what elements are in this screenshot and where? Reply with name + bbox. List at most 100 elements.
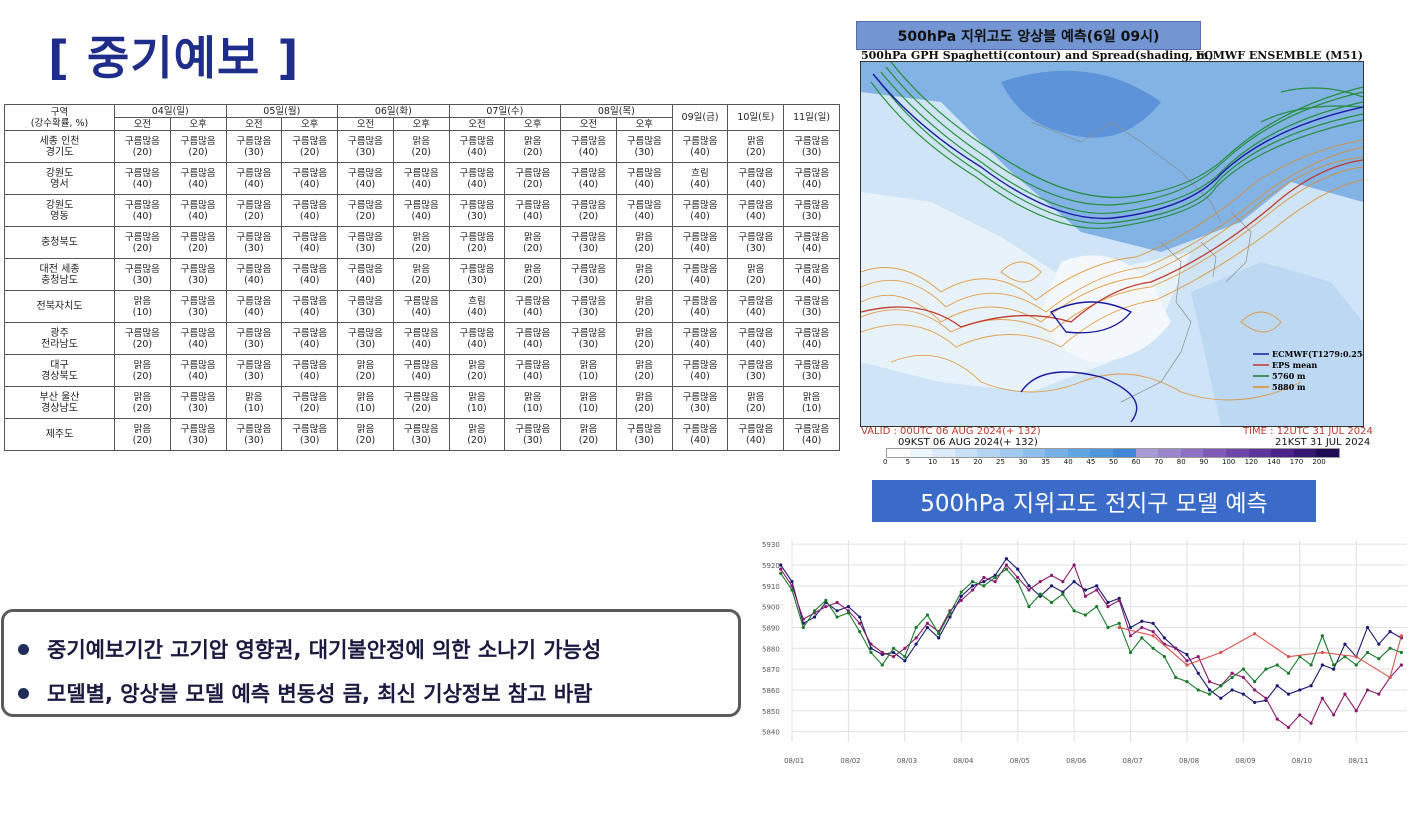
forecast-cell: 구름많음 (30) (392, 418, 450, 451)
series-line (780, 557, 1402, 704)
precip-probability: (30) (355, 146, 376, 158)
precip-probability: (30) (801, 210, 822, 222)
weather-condition: 맑음 (579, 423, 598, 435)
weather-condition: 맑음 (579, 359, 598, 371)
weather-condition: 구름많음 (794, 167, 830, 179)
data-point (779, 563, 783, 567)
map-legend: ECMWF(T1279:0.25d) EPS mean 5760 m 5880 … (1253, 349, 1363, 392)
precip-probability: (40) (690, 242, 710, 254)
precip-probability: (30) (634, 434, 655, 446)
precip-probability: (30) (299, 434, 320, 446)
colorbar-tick-label: 90 (1199, 458, 1209, 466)
forecast-cell: 구름많음 (30) (448, 194, 506, 227)
region-name-line: 전라남도 (41, 338, 78, 350)
colorbar-swatch (1248, 449, 1272, 457)
map-init-time: TIME : 12UTC 31 JUL 2024 (1243, 426, 1373, 437)
precip-probability: (30) (188, 306, 208, 318)
data-point (914, 636, 918, 640)
data-point (1365, 650, 1370, 655)
note-text: 중기예보기간 고기압 영향권, 대기불안정에 의한 소나기 가능성 (47, 638, 602, 662)
forecast-cell: 구름많음 (40) (281, 290, 339, 323)
data-point (937, 632, 941, 636)
data-point (1354, 655, 1358, 659)
forecast-cell: 구름많음 (40) (783, 226, 840, 259)
precip-probability: (20) (634, 306, 655, 318)
weather-condition: 맑음 (356, 359, 375, 371)
weather-condition: 맑음 (356, 391, 375, 403)
y-tick-label: 5860 (762, 687, 780, 695)
weather-condition: 구름많음 (292, 263, 328, 275)
forecast-row: 전북자치도 맑음 (10) 구름많음 (30) 구름많음 (40) 구름많음 (40) 구름많음(… (4, 290, 840, 323)
y-tick-label: 5870 (762, 666, 780, 674)
weather-condition: 구름많음 (292, 327, 328, 339)
forecast-cell: 맑음 (20) (727, 386, 785, 419)
data-point (1388, 675, 1392, 680)
forecast-cell: 흐림 (40) (448, 290, 506, 323)
colorbar-tick-label: 30 (1018, 458, 1028, 466)
colorbar-swatch (1022, 449, 1046, 457)
weather-condition: 구름많음 (515, 423, 551, 435)
data-point (1320, 634, 1324, 638)
data-point (1038, 592, 1042, 596)
precip-probability: (20) (634, 338, 655, 350)
weather-condition: 구름많음 (626, 423, 662, 435)
corner-line1: 구역 (50, 106, 69, 118)
am-header: 오전 (225, 117, 283, 131)
precip-probability: (40) (746, 178, 766, 190)
day-header: 07일(수) (448, 104, 562, 118)
weather-condition: 맑음 (747, 135, 765, 147)
data-point (1196, 655, 1200, 659)
y-tick-label: 5890 (762, 624, 780, 632)
forecast-row: 충청북도 구름많음 (20) 구름많음 (20) 구름많음 (30) 구름많음 (40) 구름많음… (4, 226, 840, 259)
forecast-row: 세종 인천 경기도 구름많음 (20) 구름많음 (20) 구름많음 (30) 구름많음 (20)… (4, 130, 840, 163)
precip-probability: (40) (411, 210, 431, 222)
forecast-cell: 구름많음 (40) (615, 194, 673, 227)
region-name-line: 강원도 (45, 199, 74, 211)
forecast-cell: 맑음 (20) (504, 130, 562, 163)
colorbar-tick-label: 45 (1086, 458, 1096, 466)
data-point (858, 630, 862, 634)
forecast-cell: 맑음 (20) (448, 418, 506, 451)
data-point (1365, 688, 1370, 692)
forecast-cell: 맑음 (10) (783, 386, 840, 419)
chart-header: 500hPa 지위고도 전지구 모델 예측 (872, 480, 1316, 522)
data-point (914, 625, 918, 630)
precip-probability: (20) (188, 242, 208, 254)
forecast-cell: 구름많음 (20) (560, 194, 617, 227)
forecast-cell: 맑음 (20) (560, 418, 617, 451)
forecast-cell: 맑음 (20) (392, 258, 450, 291)
x-tick-label: 08/02 (840, 757, 860, 765)
precip-probability: (40) (299, 274, 320, 286)
weather-condition: 구름많음 (571, 167, 606, 179)
data-point (1196, 671, 1200, 675)
data-point (1061, 592, 1065, 596)
data-point (948, 615, 952, 619)
data-point (1219, 696, 1223, 700)
weather-condition: 구름많음 (180, 423, 216, 435)
weather-condition: 맑음 (356, 423, 375, 435)
data-point (1095, 588, 1099, 592)
data-point (779, 571, 783, 575)
weather-condition: 맑음 (635, 391, 654, 403)
precip-probability: (20) (634, 370, 655, 382)
legend-label: 5760 m (1272, 371, 1306, 381)
weather-condition: 구름많음 (571, 199, 606, 211)
data-point (982, 580, 986, 584)
precip-probability: (30) (690, 402, 710, 414)
data-point (1106, 625, 1110, 630)
y-tick-label: 5850 (762, 708, 780, 716)
weather-condition: 구름많음 (515, 359, 551, 371)
forecast-cell: 구름많음 (30) (783, 290, 840, 323)
data-point (959, 598, 963, 602)
forecast-cell: 맑음 (10) (448, 386, 506, 419)
weather-condition: 구름많음 (738, 423, 774, 435)
weather-condition: 구름많음 (347, 167, 383, 179)
precip-probability: (40) (188, 210, 208, 222)
weather-condition: 구름많음 (292, 359, 328, 371)
x-tick-label: 08/10 (1292, 757, 1312, 765)
colorbar-tick-label: 80 (1176, 458, 1186, 466)
data-point (1275, 663, 1279, 667)
precip-probability: (20) (355, 370, 376, 382)
forecast-cell: 구름많음 (40) (281, 162, 339, 195)
data-point (1219, 684, 1223, 688)
